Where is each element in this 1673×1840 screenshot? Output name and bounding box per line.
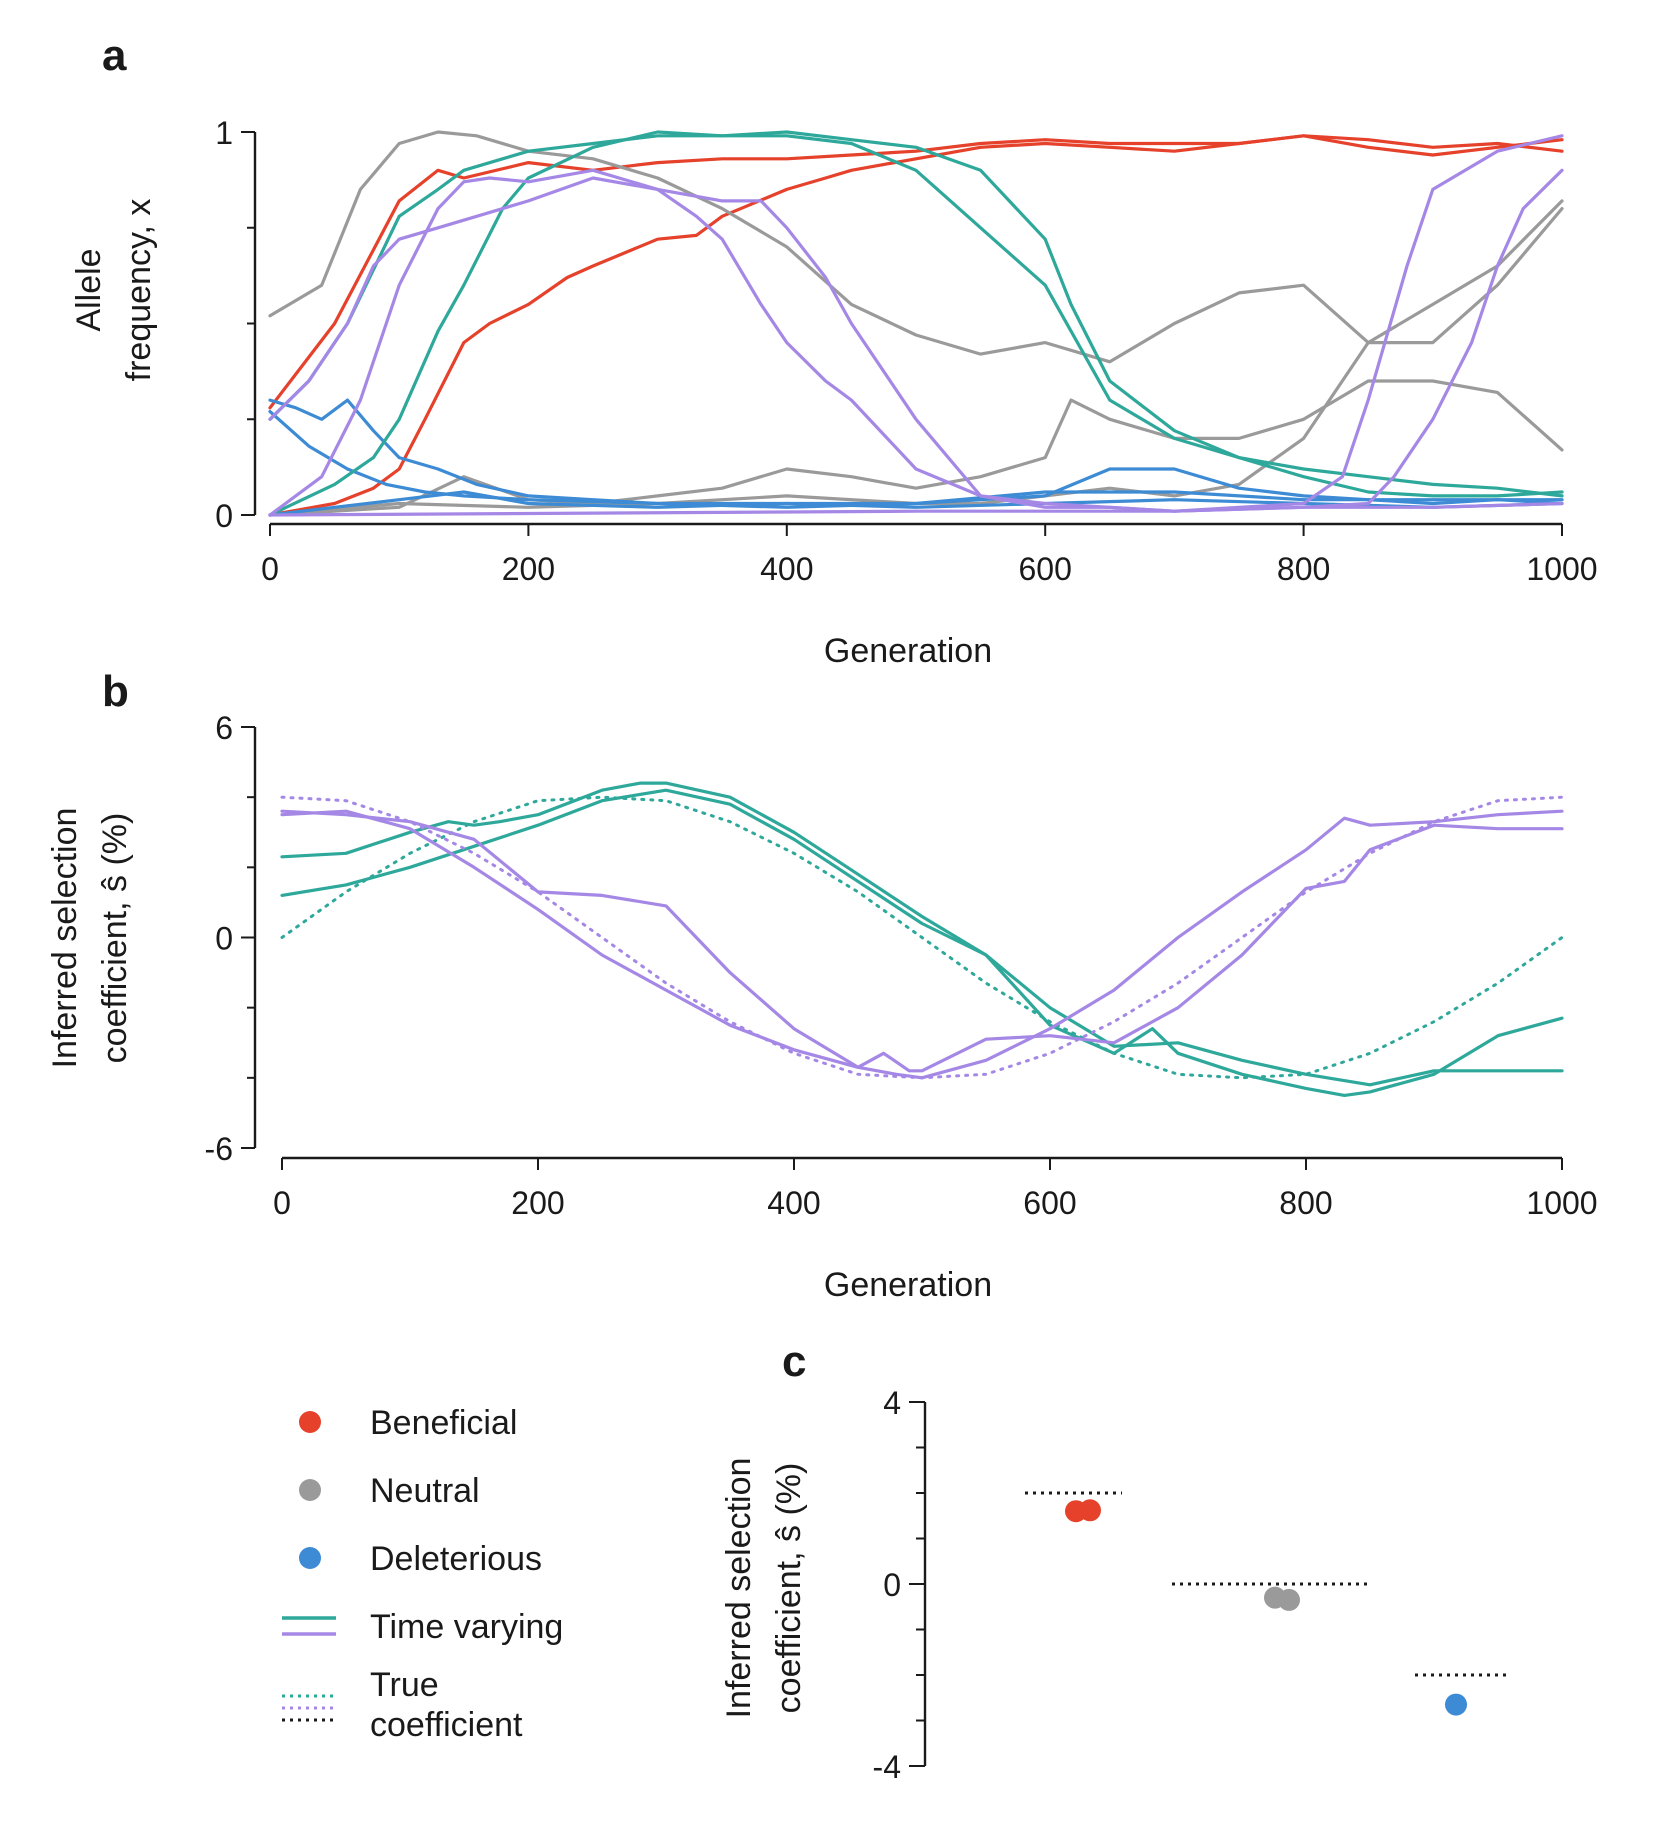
- panel-c-point-deleterious: [1445, 1693, 1467, 1716]
- panel-c-axes: -4 0 4: [873, 1385, 927, 1785]
- panel-a-y-tick-label: 0: [215, 498, 233, 534]
- panel-b-x-tick-label: 0: [273, 1185, 291, 1221]
- panel-b-x-tick-label: 400: [767, 1185, 820, 1221]
- panel-a-series-neutral-2: [268, 130, 1564, 364]
- legend: Beneficial Neutral Deleterious Time vary…: [282, 1404, 563, 1744]
- legend-marker-neutral: [299, 1479, 321, 1501]
- panel-label-a: a: [102, 31, 127, 80]
- panel-b-y-tick-label: 6: [215, 710, 233, 746]
- panel-b-series-purple-4: [280, 809, 1564, 1073]
- panel-a-x-tick-label: 0: [261, 551, 279, 587]
- legend-label-time-varying: Time varying: [370, 1608, 563, 1646]
- panel-a-x-tick-label: 1000: [1526, 551, 1597, 587]
- panel-b-xlabel: Generation: [824, 1266, 992, 1304]
- panel-c-marks: [1025, 1491, 1510, 1716]
- panel-a-series-beneficial-0: [268, 134, 1564, 410]
- panel-a-series-beneficial-1: [268, 134, 1564, 517]
- panel-b-axes: 0 200 400 600 800 1000 -6 0 6: [205, 710, 1598, 1221]
- panel-a: a Allele frequency, x Generation 0 200 400…: [70, 31, 1598, 670]
- panel-c-y-tick-label: -4: [873, 1749, 901, 1785]
- panel-label-b: b: [102, 667, 129, 716]
- panel-b-series-purple-true-5: [280, 795, 1564, 1080]
- legend-label-true-line1: True: [370, 1666, 439, 1704]
- panel-b-x-tick-label: 800: [1279, 1185, 1332, 1221]
- panel-a-y-tick-label: 1: [215, 115, 233, 151]
- panel-b-y-tick-label: -6: [205, 1131, 233, 1167]
- panel-b-series-teal-0: [280, 781, 1564, 1087]
- panel-a-x-tick-label: 400: [760, 551, 813, 587]
- panel-b-series-teal-true-2: [280, 795, 1564, 1080]
- panel-b: b Inferred selection coefficient, ŝ (%) …: [46, 667, 1598, 1304]
- panel-a-x-tick-label: 800: [1277, 551, 1330, 587]
- panel-a-series-teal-9: [268, 130, 1564, 517]
- legend-marker-deleterious: [299, 1547, 321, 1569]
- panel-a-xlabel: Generation: [824, 632, 992, 670]
- panel-c-y-tick-label: 0: [883, 1567, 901, 1603]
- panel-b-y-tick-label: 0: [215, 921, 233, 957]
- panel-c-point-neutral: [1278, 1588, 1300, 1611]
- panel-a-series-teal-8: [268, 130, 1564, 498]
- panel-c-y-tick-label: 4: [883, 1385, 901, 1421]
- panel-a-series-purple-11: [268, 134, 1564, 517]
- panel-a-series-purple-12: [268, 168, 1564, 517]
- panel-a-series-deleterious-6: [268, 410, 1564, 509]
- panel-b-series-teal-1: [280, 788, 1564, 1098]
- panel-b-ylabel-line1: Inferred selection: [46, 808, 84, 1069]
- panel-a-lines: [268, 130, 1564, 517]
- panel-b-lines: [280, 781, 1564, 1098]
- panel-a-ylabel-line1: Allele: [70, 248, 108, 331]
- panel-c-ylabel-line1: Inferred selection: [720, 1458, 758, 1719]
- legend-label-beneficial: Beneficial: [370, 1404, 517, 1442]
- panel-a-x-tick-label: 200: [502, 551, 555, 587]
- panel-b-x-tick-label: 600: [1023, 1185, 1076, 1221]
- panel-c-ylabel-line2: coefficient, ŝ (%): [770, 1463, 808, 1714]
- panel-label-c: c: [782, 1337, 806, 1386]
- panel-b-x-tick-label: 200: [511, 1185, 564, 1221]
- panel-a-axes: 0 200 400 600 800 1000 0 1: [215, 115, 1597, 587]
- legend-label-true-line2: coefficient: [370, 1706, 523, 1744]
- legend-label-neutral: Neutral: [370, 1472, 480, 1510]
- legend-marker-beneficial: [299, 1411, 321, 1433]
- panel-c-point-beneficial: [1079, 1499, 1101, 1522]
- panel-a-ylabel-line2: frequency, x: [120, 199, 158, 382]
- panel-a-x-tick-label: 600: [1019, 551, 1072, 587]
- panel-b-ylabel-line2: coefficient, ŝ (%): [96, 813, 134, 1064]
- panel-c: c Inferred selection coefficient, ŝ (%) …: [720, 1337, 1510, 1785]
- panel-b-x-tick-label: 1000: [1526, 1185, 1597, 1221]
- legend-label-deleterious: Deleterious: [370, 1540, 542, 1578]
- panel-a-series-deleterious-5: [268, 398, 1564, 506]
